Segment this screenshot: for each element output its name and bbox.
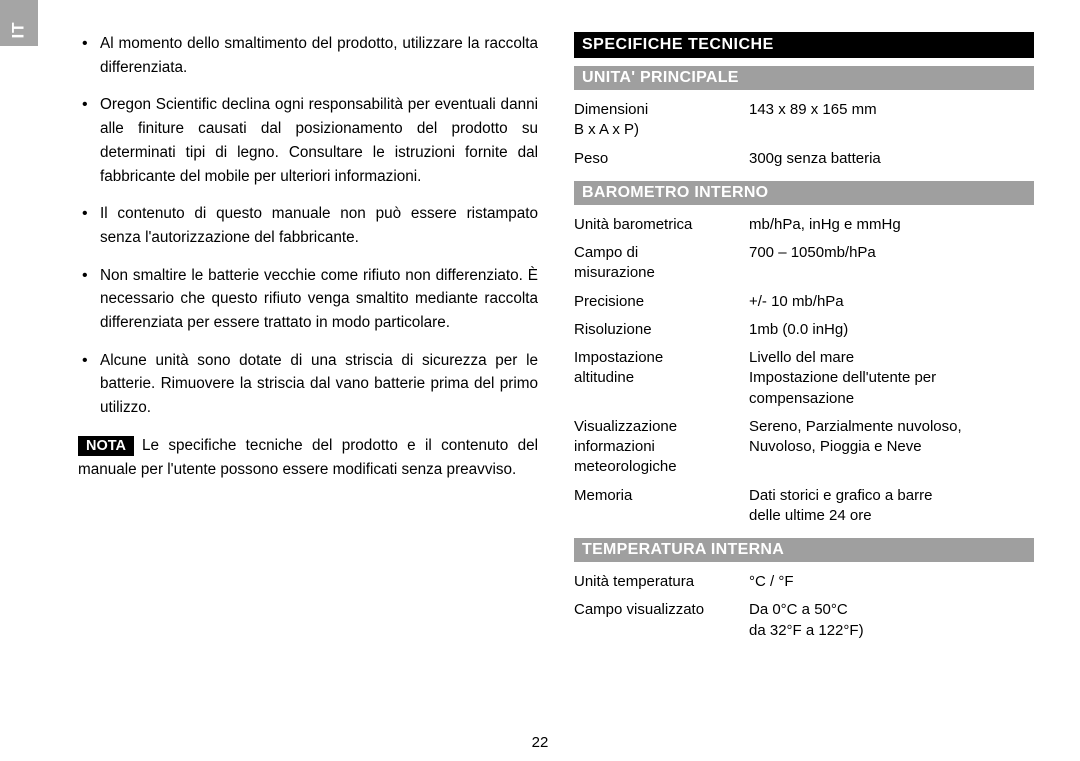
- spec-value: +/- 10 mb/hPa: [749, 288, 1034, 316]
- bullet-text: Oregon Scientific declina ogni responsab…: [100, 96, 538, 184]
- bullet-text: Al momento dello smaltimento del prodott…: [100, 35, 538, 76]
- spec-table-unita: DimensioniB x A x P) 143 x 89 x 165 mm P…: [574, 96, 1034, 173]
- spec-label: Campo dimisurazione: [574, 239, 749, 288]
- spec-label: Memoria: [574, 482, 749, 531]
- table-row: Risoluzione 1mb (0.0 inHg): [574, 316, 1034, 344]
- spec-label: Risoluzione: [574, 316, 749, 344]
- bullet-text: Alcune unità sono dotate di una striscia…: [100, 352, 538, 416]
- table-row: Campo visualizzato Da 0°C a 50°Cda 32°F …: [574, 596, 1034, 645]
- list-item: Alcune unità sono dotate di una striscia…: [78, 349, 538, 420]
- spec-value: Livello del mareImpostazione dell'utente…: [749, 344, 1034, 413]
- page-body: Al momento dello smaltimento del prodott…: [78, 32, 1038, 732]
- spec-label: Campo visualizzato: [574, 596, 749, 645]
- spec-value: Da 0°C a 50°Cda 32°F a 122°F): [749, 596, 1034, 645]
- table-row: Impostazionealtitudine Livello del mareI…: [574, 344, 1034, 413]
- section-heading-black: SPECIFICHE TECNICHE: [574, 32, 1034, 58]
- list-item: Al momento dello smaltimento del prodott…: [78, 32, 538, 79]
- spec-label: Unità temperatura: [574, 568, 749, 596]
- table-row: Unità barometrica mb/hPa, inHg e mmHg: [574, 211, 1034, 239]
- spec-table-barometro: Unità barometrica mb/hPa, inHg e mmHg Ca…: [574, 211, 1034, 530]
- spec-value: 700 – 1050mb/hPa: [749, 239, 1034, 288]
- right-column: SPECIFICHE TECNICHE UNITA' PRINCIPALE Di…: [574, 32, 1034, 732]
- spec-value: Dati storici e grafico a barredelle ulti…: [749, 482, 1034, 531]
- table-row: DimensioniB x A x P) 143 x 89 x 165 mm: [574, 96, 1034, 145]
- spec-label: Unità barometrica: [574, 211, 749, 239]
- nota-badge: NOTA: [78, 436, 134, 456]
- bullet-text: Non smaltire le batterie vecchie come ri…: [100, 267, 538, 331]
- language-tab-label: IT: [9, 21, 29, 38]
- section-heading-gray: BAROMETRO INTERNO: [574, 181, 1034, 205]
- table-row: Peso 300g senza batteria: [574, 145, 1034, 173]
- spec-label: Peso: [574, 145, 749, 173]
- spec-value: 1mb (0.0 inHg): [749, 316, 1034, 344]
- left-column: Al momento dello smaltimento del prodott…: [78, 32, 538, 732]
- nota-paragraph: NOTALe specifiche tecniche del prodotto …: [78, 434, 538, 481]
- table-row: Campo dimisurazione 700 – 1050mb/hPa: [574, 239, 1034, 288]
- spec-label: Visualizzazioneinformazionimeteorologich…: [574, 413, 749, 482]
- list-item: Non smaltire le batterie vecchie come ri…: [78, 264, 538, 335]
- spec-label: DimensioniB x A x P): [574, 96, 749, 145]
- language-tab: IT: [0, 0, 38, 46]
- spec-label: Impostazionealtitudine: [574, 344, 749, 413]
- spec-value: 300g senza batteria: [749, 145, 1034, 173]
- bullet-text: Il contenuto di questo manuale non può e…: [100, 205, 538, 246]
- table-row: Precisione +/- 10 mb/hPa: [574, 288, 1034, 316]
- spec-value: 143 x 89 x 165 mm: [749, 96, 1034, 145]
- spec-value: Sereno, Parzialmente nuvoloso,Nuvoloso, …: [749, 413, 1034, 482]
- section-heading-gray: UNITA' PRINCIPALE: [574, 66, 1034, 90]
- table-row: Visualizzazioneinformazionimeteorologich…: [574, 413, 1034, 482]
- table-row: Memoria Dati storici e grafico a barrede…: [574, 482, 1034, 531]
- bullet-list: Al momento dello smaltimento del prodott…: [78, 32, 538, 420]
- spec-value: mb/hPa, inHg e mmHg: [749, 211, 1034, 239]
- list-item: Oregon Scientific declina ogni responsab…: [78, 93, 538, 188]
- nota-text: Le specifiche tecniche del prodotto e il…: [78, 437, 538, 478]
- list-item: Il contenuto di questo manuale non può e…: [78, 202, 538, 249]
- section-heading-gray: TEMPERATURA INTERNA: [574, 538, 1034, 562]
- spec-value: °C / °F: [749, 568, 1034, 596]
- spec-table-temperatura: Unità temperatura °C / °F Campo visualiz…: [574, 568, 1034, 645]
- table-row: Unità temperatura °C / °F: [574, 568, 1034, 596]
- page-number: 22: [0, 734, 1080, 751]
- spec-label: Precisione: [574, 288, 749, 316]
